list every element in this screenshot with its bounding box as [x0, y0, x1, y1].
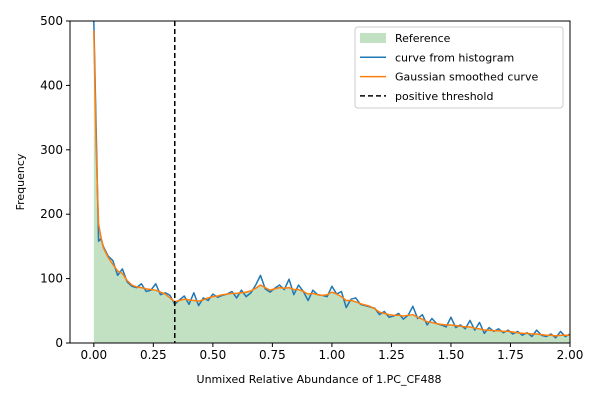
plot-area: [93, 21, 570, 343]
x-tick-label: 2.00: [557, 348, 584, 362]
x-axis-label: Unmixed Relative Abundance of 1.PC_CF488: [197, 373, 442, 386]
legend-swatch: [360, 33, 386, 43]
y-tick-label: 0: [55, 336, 63, 350]
series-histogram-line: [93, 21, 570, 339]
x-tick-label: 0.25: [140, 348, 167, 362]
legend-entry-histogram: curve from histogram: [360, 51, 514, 64]
y-axis-label: Frequency: [14, 153, 27, 210]
legend-box: [354, 26, 564, 109]
y-tick-label: 100: [40, 272, 63, 286]
axes-frame: [69, 20, 571, 344]
plot-series-group: [93, 21, 570, 343]
x-tick-label: 1.25: [378, 348, 405, 362]
x-tick-label: 1.00: [319, 348, 346, 362]
axes: 0.00 0.25 0.50 0.75 1.00 1.25 1.50 1.75 2.00 0 100…: [40, 14, 583, 362]
x-tick-label: 0.00: [80, 348, 107, 362]
x-tick-label: 0.75: [259, 348, 286, 362]
legend-entry-smoothed: Gaussian smoothed curve: [360, 71, 538, 84]
legend-entry-threshold: positive threshold: [360, 90, 493, 103]
x-tick-label: 1.50: [438, 348, 465, 362]
series-smoothed-line: [93, 30, 570, 337]
legend-label: positive threshold: [395, 90, 493, 103]
y-tick-label: 300: [40, 143, 63, 157]
y-tick-label: 200: [40, 207, 63, 221]
legend-label: Reference: [395, 32, 451, 45]
y-tick-label: 400: [40, 78, 63, 92]
legend-entry-reference: Reference: [360, 32, 451, 45]
x-tick-label: 0.50: [199, 348, 226, 362]
x-tick-label: 1.75: [497, 348, 524, 362]
series-reference-area: [93, 30, 570, 343]
legend-label: curve from histogram: [395, 51, 514, 64]
y-tick-label: 500: [40, 14, 63, 28]
legend: Reference curve from histogram Gaussian sm…: [354, 26, 564, 109]
legend-label: Gaussian smoothed curve: [395, 71, 538, 84]
